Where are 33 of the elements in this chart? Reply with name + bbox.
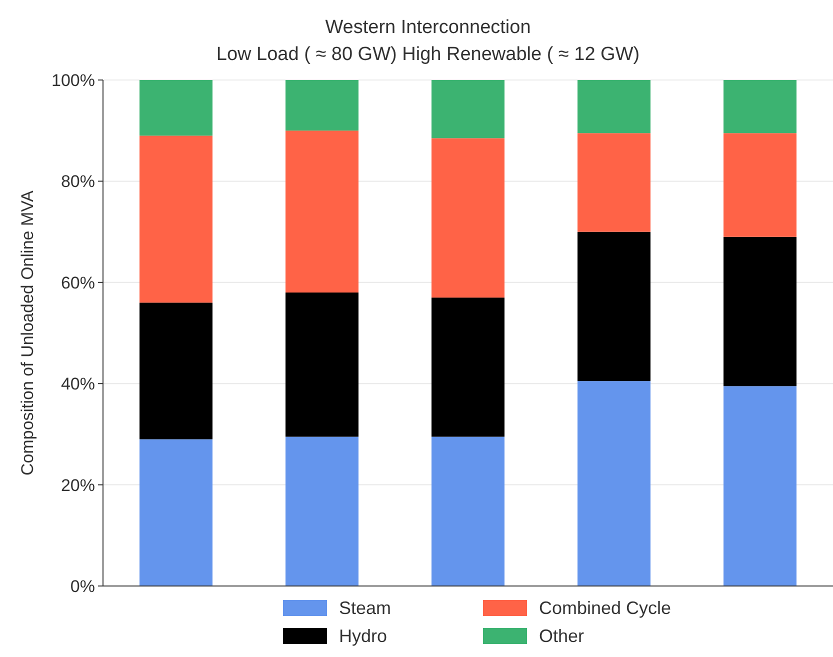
legend-label: Combined Cycle xyxy=(539,598,672,618)
bar xyxy=(724,80,796,134)
bar xyxy=(578,232,650,382)
bar xyxy=(432,436,504,586)
bar xyxy=(432,80,504,138)
y-tick-label: 80% xyxy=(60,172,95,192)
bar xyxy=(286,80,358,131)
bar xyxy=(140,439,212,586)
chart-title: Western Interconnection xyxy=(325,17,531,38)
bar xyxy=(578,80,650,134)
bar xyxy=(140,136,212,303)
chart-subtitle: Low Load ( ≈ 80 GW) High Renewable ( ≈ 12 GW) xyxy=(216,44,640,65)
bar xyxy=(724,236,796,386)
bar xyxy=(432,298,504,437)
y-tick-label: 20% xyxy=(60,476,95,495)
bar xyxy=(724,133,796,237)
bar xyxy=(432,138,504,298)
legend-label: Hydro xyxy=(339,626,388,646)
bar xyxy=(286,130,358,293)
y-tick-label: 0% xyxy=(70,577,95,596)
bar xyxy=(578,133,650,232)
bar xyxy=(724,386,796,586)
bar xyxy=(578,381,650,586)
bar xyxy=(286,436,358,586)
bar xyxy=(286,292,358,437)
y-tick-label: 100% xyxy=(52,71,95,90)
y-axis-title: Composition of Unloaded Online MVA xyxy=(18,190,37,476)
y-tick-label: 40% xyxy=(60,374,95,394)
y-tick-label: 60% xyxy=(60,273,95,292)
legend-label: Other xyxy=(539,626,584,646)
bar xyxy=(140,80,212,136)
legend-label: Steam xyxy=(339,598,392,618)
bar xyxy=(140,302,212,440)
